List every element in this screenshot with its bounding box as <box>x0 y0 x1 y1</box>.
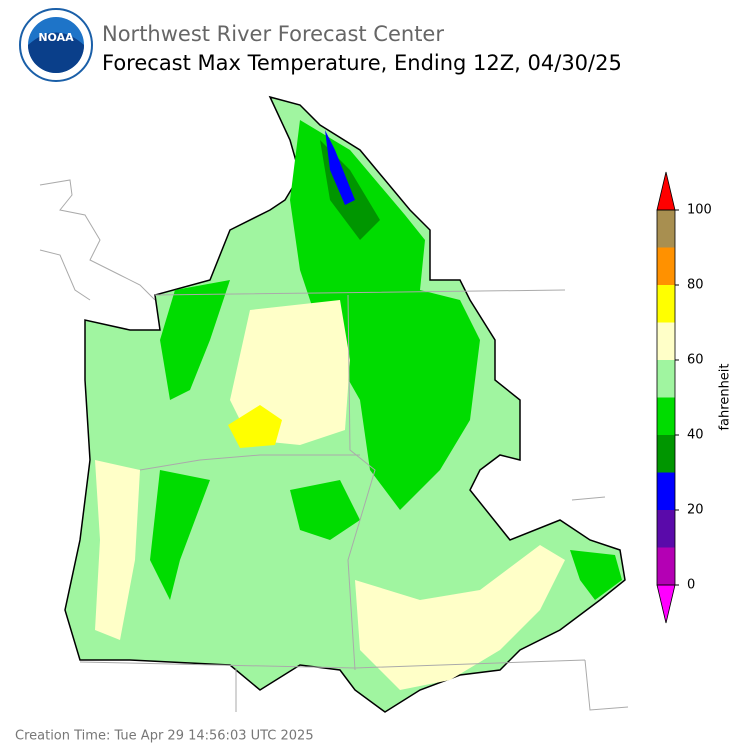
colorbar-segment <box>657 285 675 323</box>
map <box>39 95 629 713</box>
creation-time: Creation Time: Tue Apr 29 14:56:03 UTC 2… <box>15 729 314 744</box>
tick-label: 40 <box>687 428 704 443</box>
tick-label: 0 <box>687 578 695 593</box>
tick-label: 80 <box>687 278 704 293</box>
logo-text: NOAA <box>38 31 74 44</box>
colorbar-segment <box>657 397 675 435</box>
colorbar: 0 20 40 60 80 100 <box>656 171 712 624</box>
colorbar-segment <box>657 510 675 548</box>
colorbar-segment <box>657 322 675 360</box>
colorbar-segment <box>657 360 675 398</box>
title: Northwest River Forecast Center <box>102 22 444 46</box>
colorbar-frame <box>656 209 676 586</box>
under-triangle <box>656 584 676 624</box>
tick-label: 100 <box>687 203 712 218</box>
noaa-logo: NOAA <box>19 8 93 82</box>
colorbar-segment <box>657 472 675 510</box>
colorbar-segment <box>657 547 675 585</box>
over-triangle <box>656 171 676 211</box>
tick-label: 20 <box>687 503 704 518</box>
tick-label: 60 <box>687 353 704 368</box>
colorbar-segment <box>657 247 675 285</box>
colorbar-segment <box>657 210 675 248</box>
colorbar-segment <box>657 435 675 473</box>
subtitle: Forecast Max Temperature, Ending 12Z, 04… <box>102 51 622 75</box>
colorbar-label: fahrenheit <box>718 363 733 430</box>
